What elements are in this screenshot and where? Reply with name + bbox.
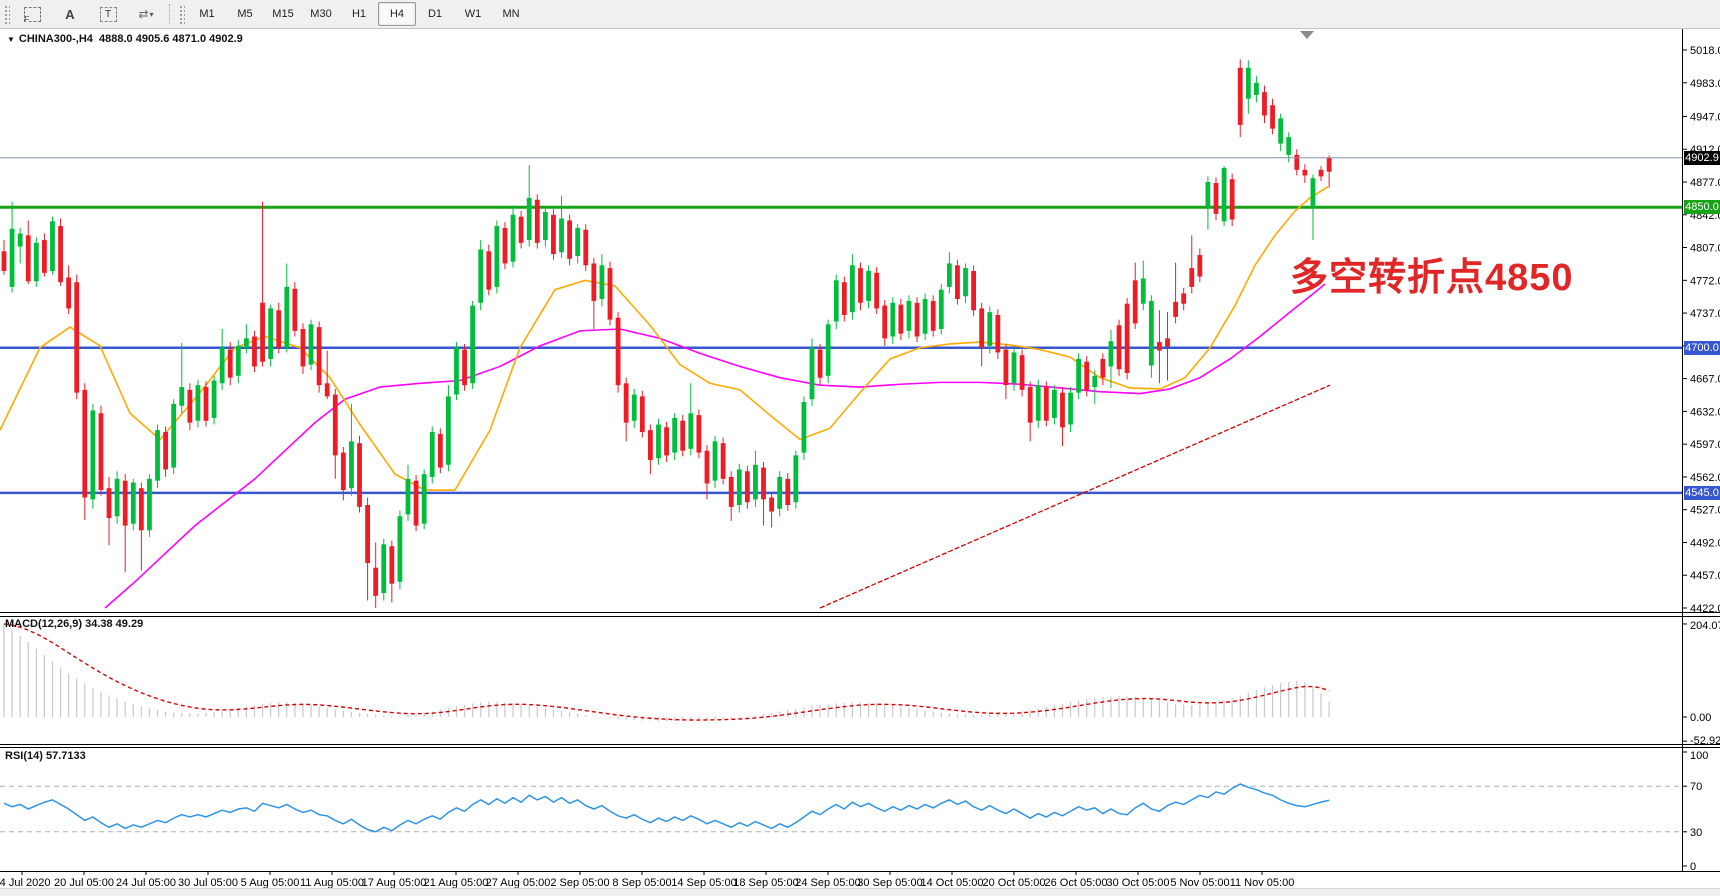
- text-tool-icon: A: [65, 6, 75, 22]
- svg-text:20 Jul 05:00: 20 Jul 05:00: [54, 877, 114, 889]
- arrow-objects-button[interactable]: ⇄ ▾: [127, 2, 165, 26]
- timeframe-button-M1[interactable]: M1: [199, 8, 215, 20]
- timeframe-button-D1[interactable]: D1: [427, 8, 443, 20]
- text-label-tool-icon: T: [99, 6, 117, 22]
- timeframe-button-group: M1 M5 M15 M30 H1 H4 D1 W1 MN: [188, 2, 530, 26]
- svg-text:14 Sep 05:00: 14 Sep 05:00: [671, 877, 736, 889]
- level-label-4700.0: 4700.0: [1684, 340, 1720, 355]
- svg-text:4597.0: 4597.0: [1690, 439, 1720, 451]
- status-strip: [0, 888, 1720, 896]
- svg-text:30 Sep 05:00: 30 Sep 05:00: [857, 877, 922, 889]
- svg-text:11 Aug 05:00: 11 Aug 05:00: [300, 877, 364, 889]
- arrow-objects-icon: ⇄: [138, 7, 148, 21]
- level-label-4545.0: 4545.0: [1684, 485, 1720, 500]
- svg-text:4983.0: 4983.0: [1690, 78, 1720, 90]
- chart-symbol-title[interactable]: ▼ CHINA300-,H4 4888.0 4905.6 4871.0 4902.…: [7, 33, 243, 45]
- toolbar-separator: [169, 4, 171, 24]
- toolbar-grip[interactable]: [178, 4, 185, 24]
- svg-text:30: 30: [1690, 827, 1702, 839]
- svg-text:30 Jul 05:00: 30 Jul 05:00: [178, 877, 238, 889]
- svg-text:4737.0: 4737.0: [1690, 308, 1720, 320]
- svg-text:20 Oct 05:00: 20 Oct 05:00: [983, 877, 1046, 889]
- svg-text:17 Aug 05:00: 17 Aug 05:00: [362, 877, 427, 889]
- svg-text:5 Nov 05:00: 5 Nov 05:00: [1170, 877, 1229, 889]
- toolbar-grip[interactable]: [3, 4, 10, 24]
- timeframe-button-M15[interactable]: M15: [272, 8, 294, 20]
- svg-text:0.00: 0.00: [1690, 712, 1711, 724]
- timeframe-button-H1[interactable]: H1: [351, 8, 367, 20]
- svg-text:0: 0: [1690, 861, 1696, 873]
- trade-note-annotation: 多空转折点4850: [1290, 257, 1574, 299]
- rsi-value: 57.7133: [45, 750, 86, 762]
- timeframe-button-M5[interactable]: M5: [237, 8, 253, 20]
- svg-text:24 Sep 05:00: 24 Sep 05:00: [795, 877, 860, 889]
- timeframe-button-W1[interactable]: W1: [464, 8, 482, 20]
- level-label-4850.0: 4850.0: [1684, 200, 1720, 215]
- svg-text:14 Jul 2020: 14 Jul 2020: [0, 877, 50, 889]
- svg-text:11 Nov 05:00: 11 Nov 05:00: [1230, 877, 1295, 889]
- svg-text:4457.0: 4457.0: [1690, 570, 1720, 582]
- svg-text:100: 100: [1690, 750, 1708, 762]
- svg-text:4807.0: 4807.0: [1690, 243, 1720, 255]
- svg-text:4632.0: 4632.0: [1690, 406, 1720, 418]
- svg-text:4947.0: 4947.0: [1690, 111, 1720, 123]
- fibonacci-tool-button[interactable]: F: [13, 2, 51, 26]
- current-price-label: 4902.9: [1684, 150, 1720, 165]
- fibonacci-tool-icon: F: [23, 6, 41, 24]
- svg-text:4877.0: 4877.0: [1690, 177, 1720, 189]
- svg-text:18 Sep 05:00: 18 Sep 05:00: [733, 877, 798, 889]
- svg-text:26 Oct 05:00: 26 Oct 05:00: [1045, 877, 1108, 889]
- svg-text:5 Aug 05:00: 5 Aug 05:00: [241, 877, 300, 889]
- chevron-down-icon: ▾: [149, 9, 154, 19]
- svg-text:4562.0: 4562.0: [1690, 472, 1720, 484]
- svg-text:2 Sep 05:00: 2 Sep 05:00: [550, 877, 609, 889]
- svg-text:30 Oct 05:00: 30 Oct 05:00: [1107, 877, 1170, 889]
- symbol-period-text: CHINA300-,H4: [18, 33, 93, 45]
- timeframe-button-H4[interactable]: H4: [378, 2, 416, 26]
- svg-text:21 Aug 05:00: 21 Aug 05:00: [424, 877, 489, 889]
- svg-text:70: 70: [1690, 781, 1702, 793]
- svg-text:4422.0: 4422.0: [1690, 603, 1720, 615]
- svg-text:4527.0: 4527.0: [1690, 505, 1720, 517]
- macd-indicator-label: MACD(12,26,9) 34.38 49.29: [5, 618, 144, 630]
- svg-text:24 Jul 05:00: 24 Jul 05:00: [116, 877, 176, 889]
- svg-text:5018.0: 5018.0: [1690, 45, 1720, 57]
- macd-values: 34.38 49.29: [85, 618, 144, 630]
- ohlc-values-text: 4888.0 4905.6 4871.0 4902.9: [99, 33, 243, 45]
- symbol-dropdown-icon[interactable]: ▼: [7, 35, 15, 44]
- svg-text:4492.0: 4492.0: [1690, 537, 1720, 549]
- timeframe-button-M30[interactable]: M30: [310, 8, 332, 20]
- text-tool-button[interactable]: A: [51, 2, 89, 26]
- autoscroll-marker-icon[interactable]: [1300, 31, 1314, 39]
- svg-text:-52.92: -52.92: [1690, 735, 1720, 747]
- svg-text:4772.0: 4772.0: [1690, 275, 1720, 287]
- svg-text:14 Oct 05:00: 14 Oct 05:00: [921, 877, 984, 889]
- svg-text:27 Aug 05:00: 27 Aug 05:00: [486, 877, 551, 889]
- timeframe-button-MN[interactable]: MN: [502, 8, 520, 20]
- svg-text:4667.0: 4667.0: [1690, 374, 1720, 386]
- svg-text:8 Sep 05:00: 8 Sep 05:00: [612, 877, 671, 889]
- svg-text:204.07: 204.07: [1690, 620, 1720, 632]
- text-label-tool-button[interactable]: T: [89, 2, 127, 26]
- rsi-indicator-label: RSI(14) 57.7133: [5, 750, 86, 762]
